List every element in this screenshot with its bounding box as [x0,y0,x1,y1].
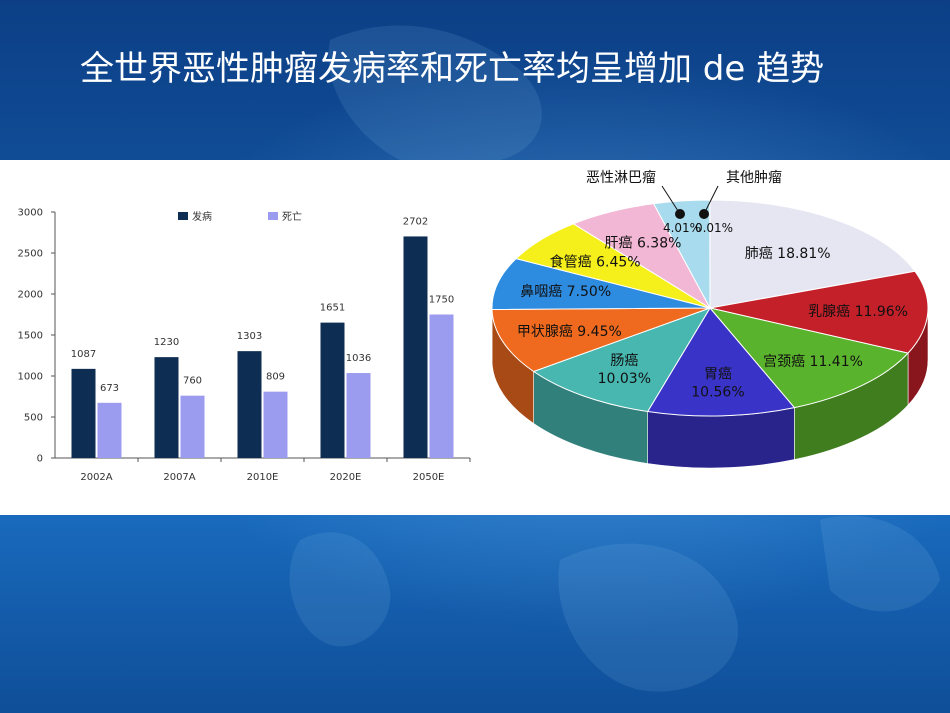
bar-incidence [154,357,179,458]
x-tick-label: 2050E [413,472,445,483]
slice-pct: 10.03% [598,371,651,387]
x-tick-label: 2010E [247,472,279,483]
legend-swatch [268,212,278,220]
legend-swatch [178,212,188,220]
chart-image-panel: 0 500 1000 1500 2000 2500 3000 2002A 1087 673 2007… [0,160,950,515]
data-label: 1750 [429,295,454,306]
pie-slice [491,307,711,373]
pie-side-walls [491,307,929,469]
slice-pct: 10.56% [691,384,744,400]
slice-label: 食管癌 6.45% [550,254,641,271]
y-tick-label: 2500 [18,249,43,260]
slice-label: 肝癌 6.38% [605,235,682,251]
slice-label: 甲状腺癌 9.45% [517,324,622,340]
data-label: 1651 [320,303,345,314]
y-tick-label: 2000 [18,290,43,301]
pie-slice [532,307,712,413]
legend-label: 发病 [192,210,212,223]
bar-incidence [71,368,96,458]
pie-slice-side [647,407,795,469]
slice-label: 鼻咽癌 7.50% [520,283,611,300]
slice-label: 肺癌 18.81% [745,246,831,262]
data-label: 1303 [237,331,262,342]
pie-slice [708,307,910,409]
bar-mortality [180,395,205,458]
slide-title: 全世界恶性肿瘤发病率和死亡率均呈增加 de 趋势 [80,49,825,89]
data-label: 1036 [346,353,371,364]
slice-name: 肠癌 [610,353,638,369]
x-tick-label: 2007A [163,472,195,483]
data-label: 2702 [403,216,428,227]
pie-slice [709,199,916,309]
callout-line [703,185,719,215]
callout-label: 其他肿瘤 [726,169,782,186]
slice-value-label: 4.01% [663,221,701,235]
slice-label: 宫颈癌 11.41% [763,354,863,370]
pie-slice [646,307,796,417]
data-label: 1087 [71,349,96,360]
slice-label: 肠癌 10.03% [598,353,651,387]
y-tick-label: 1000 [18,372,43,383]
callout-line [661,185,681,215]
bar-mortality [346,373,371,458]
y-tick-label: 0 [37,454,43,465]
pie-chart: 肺癌 18.81% 乳腺癌 11.96% 宫颈癌 11.41% 胃癌 10.56% 肠癌 1… [491,169,929,469]
data-label: 760 [183,376,202,387]
x-tick-label: 2002A [80,472,112,483]
slice-value-label: 0.01% [695,221,733,235]
pie-slice [491,258,711,310]
data-label: 673 [100,383,119,394]
slice-label: 胃癌 10.56% [691,366,744,400]
legend-label: 死亡 [282,210,302,223]
y-tick-label: 500 [24,413,43,424]
data-label: 809 [266,372,285,383]
data-label: 1230 [154,337,179,348]
x-tick-label: 2020E [330,472,362,483]
bar-incidence [320,322,345,458]
bar-mortality [429,314,454,458]
bar-incidence [403,236,428,458]
pie-slice [709,270,929,354]
bar-incidence [237,351,262,458]
bar-mortality [263,391,288,458]
y-tick-label: 1500 [18,331,43,342]
callout-label: 恶性淋巴瘤 [586,169,656,186]
slice-name: 胃癌 [704,366,732,382]
y-tick-label: 3000 [18,208,43,219]
slice-label: 乳腺癌 11.96% [808,304,908,320]
bar-chart: 0 500 1000 1500 2000 2500 3000 2002A 1087 673 2007… [18,208,471,483]
bar-mortality [97,402,122,458]
